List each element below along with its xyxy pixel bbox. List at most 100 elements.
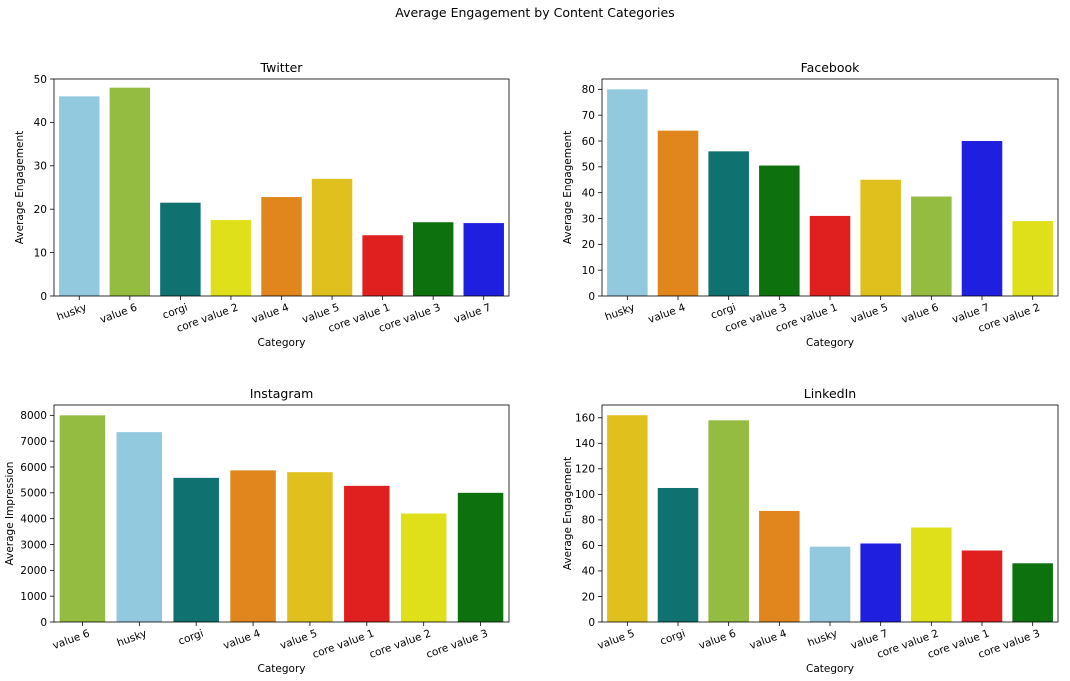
x-tick-label: value 4	[647, 301, 688, 326]
bar	[59, 415, 106, 622]
y-tick-label: 40	[582, 187, 595, 199]
plot-frame	[601, 78, 1059, 297]
bar	[210, 220, 252, 296]
bar	[230, 470, 276, 622]
x-tick-label: value 6	[697, 627, 738, 652]
y-tick-label: 80	[582, 515, 595, 527]
bar	[287, 472, 333, 622]
subplot-title: Facebook	[801, 60, 860, 75]
y-tick-label: 6000	[20, 462, 47, 474]
x-tick-label: husky	[603, 302, 636, 324]
x-tick-label: value 5	[849, 302, 889, 327]
bar	[759, 165, 800, 296]
bar	[809, 215, 851, 296]
x-tick-label: husky	[115, 628, 148, 650]
y-tick-label: 120	[575, 464, 595, 476]
y-tick-label: 7000	[20, 436, 47, 448]
y-tick-label: 0	[588, 291, 595, 303]
y-tick-label: 60	[582, 540, 595, 552]
x-tick-label: core value 2	[368, 628, 433, 661]
bar	[759, 510, 800, 622]
x-tick-label: value 6	[900, 301, 941, 326]
x-tick-label: value 7	[452, 302, 492, 327]
bar	[457, 492, 504, 622]
y-tick-label: 40	[34, 117, 47, 129]
bar	[1012, 563, 1053, 622]
bar	[261, 197, 302, 296]
bar	[59, 96, 100, 296]
x-tick-label: corgi	[709, 302, 737, 322]
bar	[116, 432, 163, 622]
subplot-title: Instagram	[250, 386, 314, 401]
y-tick-label: 3000	[20, 539, 47, 551]
y-tick-label: 40	[582, 566, 595, 578]
x-tick-label: core value 3	[425, 628, 490, 661]
bar	[412, 222, 454, 296]
bar	[160, 202, 201, 296]
y-tick-label: 30	[34, 161, 47, 173]
x-tick-label: value 4	[250, 301, 291, 326]
bar	[708, 151, 749, 296]
bar	[911, 196, 952, 296]
y-axis-label: Average Impression	[4, 462, 16, 566]
y-axis-label: Average Engagement	[562, 131, 574, 244]
bar	[708, 420, 749, 622]
y-tick-label: 140	[575, 438, 595, 450]
y-tick-label: 50	[582, 162, 595, 174]
x-tick-label: value 6	[98, 301, 139, 326]
x-tick-label: value 5	[596, 628, 636, 653]
y-tick-label: 1000	[20, 591, 47, 603]
bar	[311, 178, 353, 296]
bar	[657, 487, 699, 622]
y-tick-label: 5000	[20, 488, 47, 500]
bar	[463, 223, 504, 296]
bar	[607, 89, 648, 296]
x-axis-label: Category	[258, 337, 306, 349]
x-axis-label: Category	[258, 663, 306, 675]
bar	[173, 477, 219, 622]
y-tick-label: 0	[588, 617, 595, 629]
bar	[657, 130, 699, 296]
y-tick-label: 30	[582, 213, 595, 225]
bar	[860, 543, 901, 622]
y-tick-label: 4000	[20, 513, 47, 525]
y-tick-label: 50	[34, 74, 47, 86]
y-tick-label: 10	[582, 265, 595, 277]
y-tick-label: 20	[582, 239, 595, 251]
plot-frame	[53, 404, 510, 623]
bar	[109, 87, 151, 297]
bar	[961, 141, 1003, 296]
subplot-title: Twitter	[260, 60, 304, 75]
x-tick-label: corgi	[161, 302, 189, 322]
y-tick-label: 100	[575, 489, 595, 501]
y-tick-label: 80	[582, 84, 595, 96]
y-tick-label: 60	[582, 136, 595, 148]
x-tick-label: core value 1	[311, 628, 376, 661]
y-tick-label: 2000	[20, 565, 47, 577]
bar	[400, 513, 447, 622]
x-axis-label: Category	[806, 337, 854, 349]
bar	[344, 485, 390, 622]
x-tick-label: value 4	[748, 627, 789, 652]
x-tick-label: corgi	[177, 628, 205, 648]
y-tick-label: 0	[40, 291, 47, 303]
figure-title: Average Engagement by Content Categories	[395, 5, 675, 20]
x-tick-label: husky	[806, 628, 839, 650]
bar	[607, 415, 648, 622]
y-tick-label: 20	[582, 591, 595, 603]
y-tick-label: 10	[34, 247, 47, 259]
y-tick-label: 160	[575, 413, 595, 425]
x-tick-label: husky	[55, 302, 88, 324]
bar	[961, 550, 1003, 622]
bar	[911, 527, 952, 622]
y-axis-label: Average Engagement	[562, 457, 574, 570]
y-tick-label: 20	[34, 204, 47, 216]
plot-frame	[53, 78, 510, 297]
y-tick-label: 0	[40, 617, 47, 629]
y-tick-label: 8000	[20, 410, 47, 422]
bar	[809, 546, 851, 622]
bar	[1012, 221, 1053, 296]
x-axis-label: Category	[806, 663, 854, 675]
